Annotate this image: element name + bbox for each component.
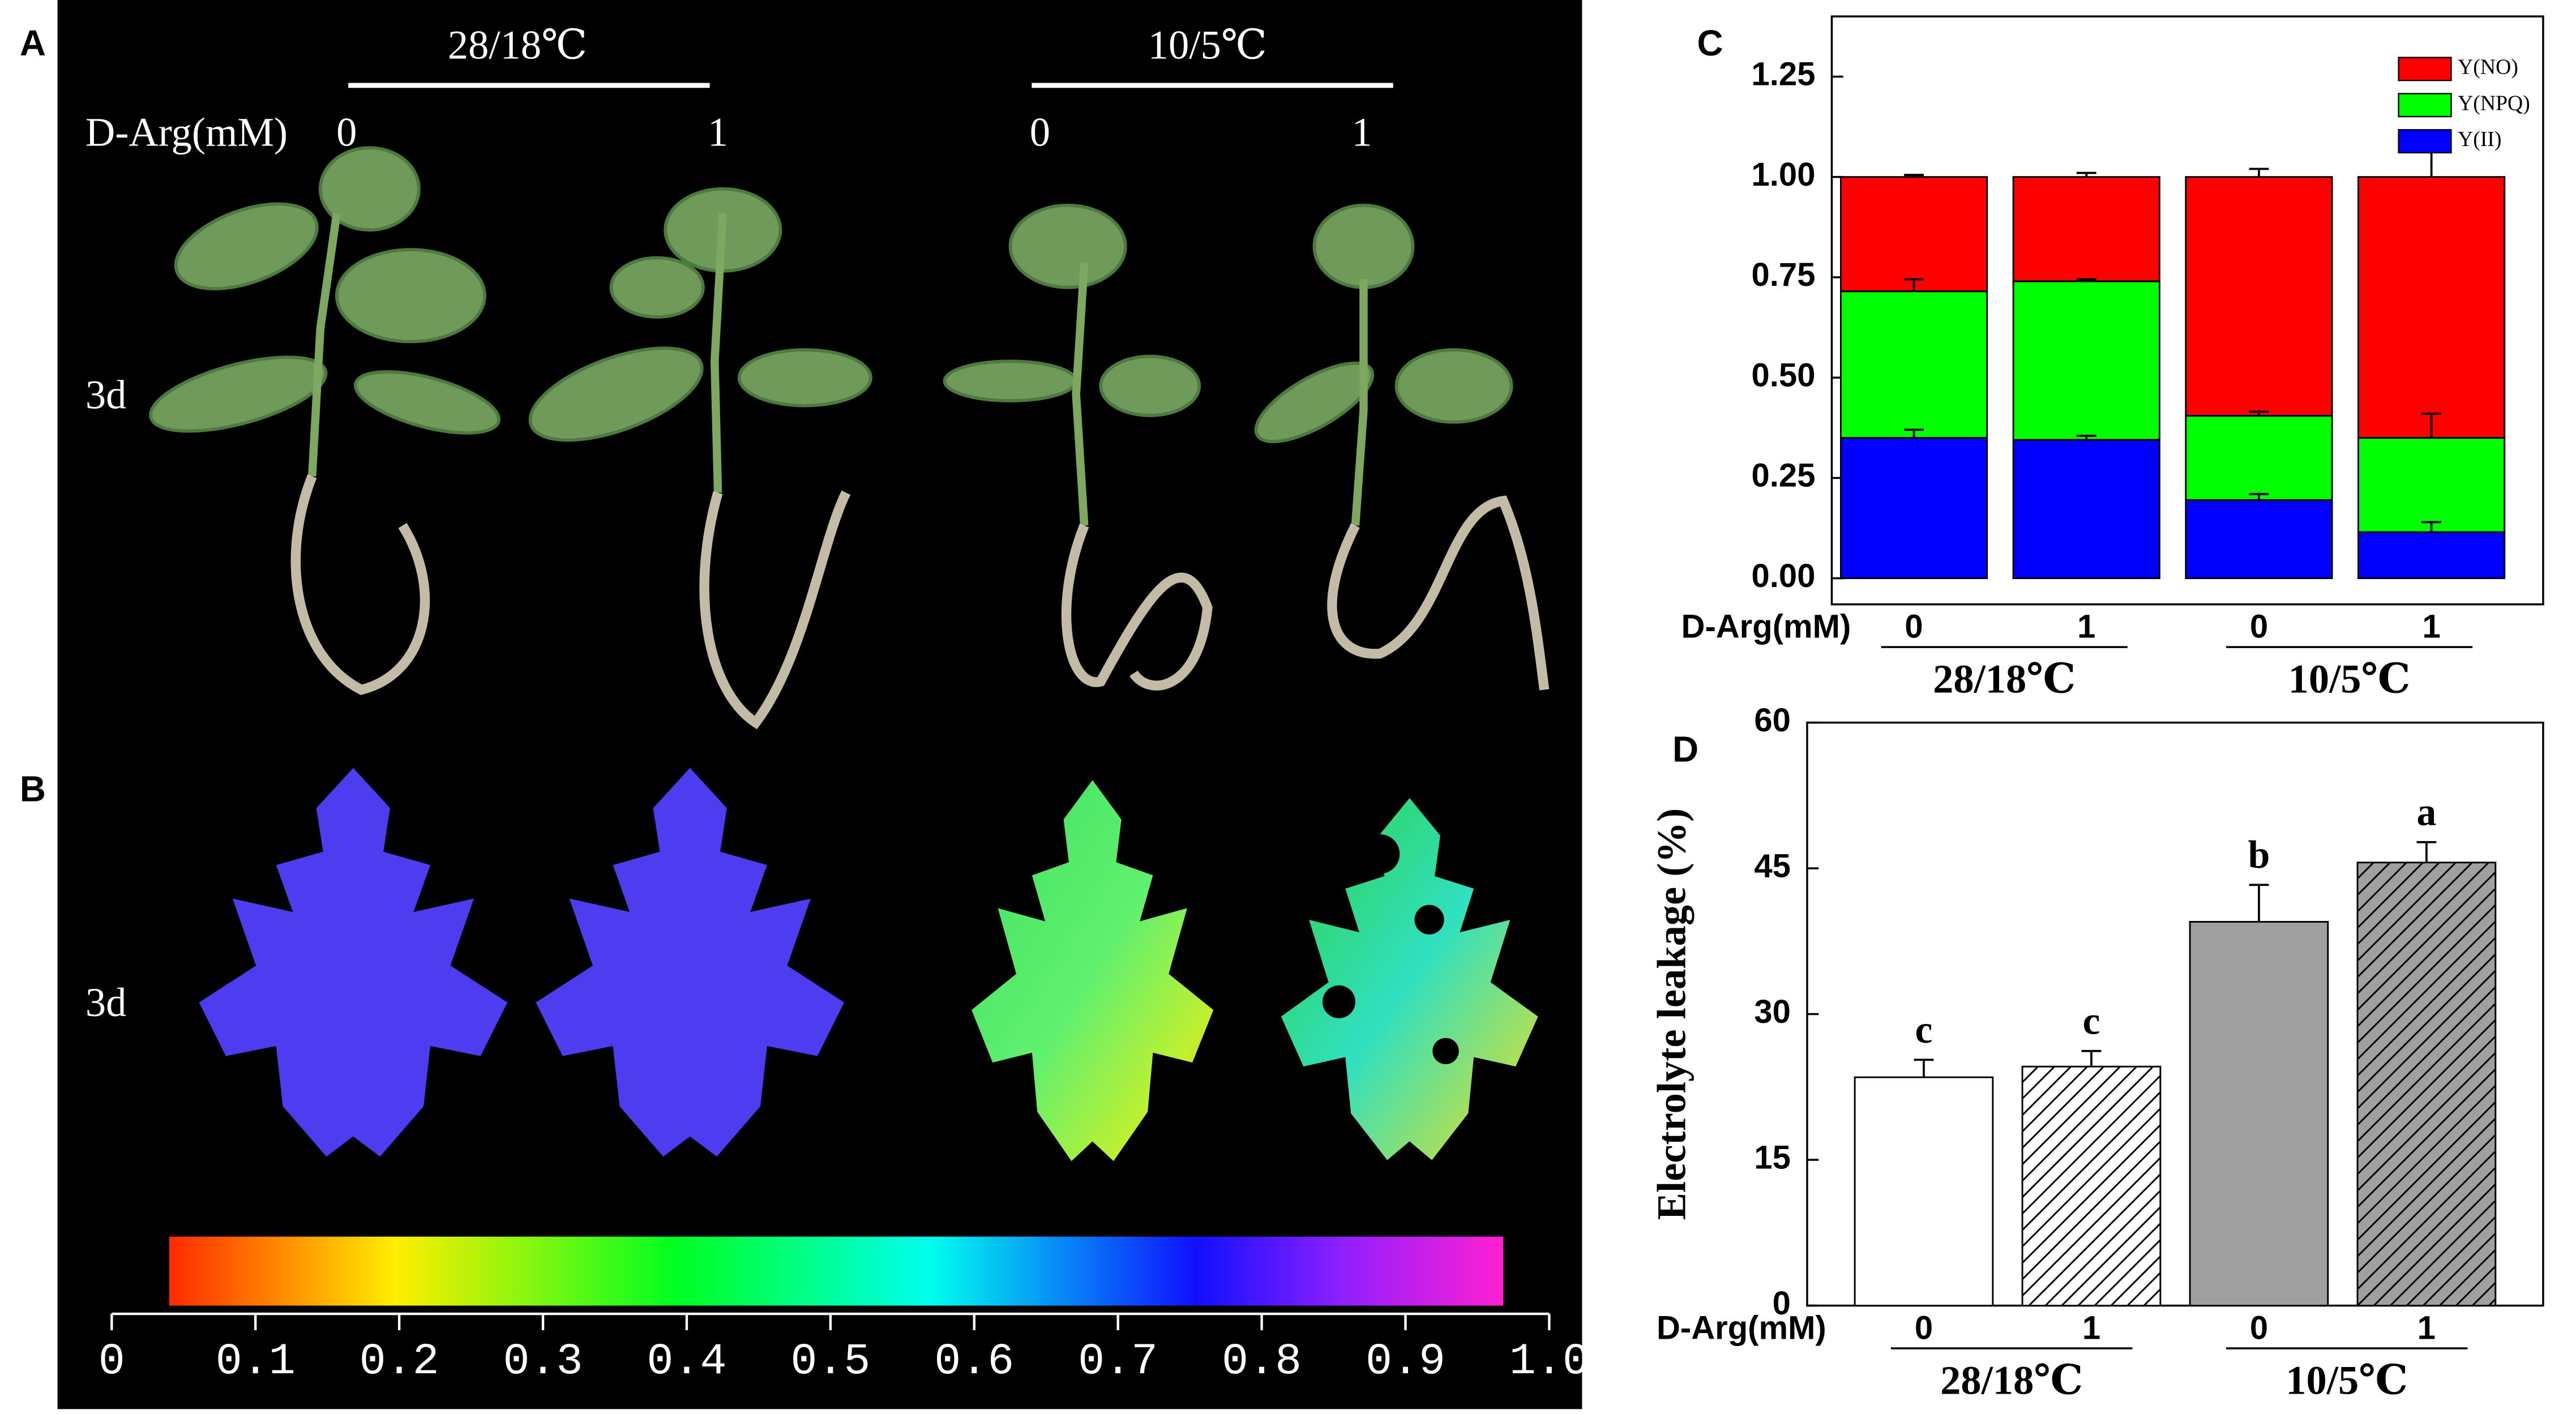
bar-segment xyxy=(1840,176,1988,293)
dose-label: 1 xyxy=(1351,109,1372,155)
significance-letter: c xyxy=(2083,999,2100,1043)
colorbar-tick-label: 0.2 xyxy=(360,1336,439,1387)
panel-label: C xyxy=(1697,23,1723,63)
colorbar-tick-label: 0.9 xyxy=(1366,1336,1445,1387)
bar xyxy=(2021,1065,2162,1306)
colorbar-tick-label: 0.6 xyxy=(934,1336,1014,1387)
bar-segment xyxy=(2185,176,2333,417)
treatment-label: D-Arg(mM) xyxy=(85,109,288,155)
colorbar-tick-label: 0.5 xyxy=(790,1336,870,1387)
y-tick-label: 0.50 xyxy=(1752,357,1816,393)
group-label: 28/18℃ xyxy=(1933,656,2076,702)
bar-segment xyxy=(2357,176,2506,439)
colorbar-tick-label: 0.4 xyxy=(647,1336,726,1387)
panel-label: D xyxy=(1672,729,1698,770)
significance-letter: b xyxy=(2248,833,2270,877)
fluorescence-leaves xyxy=(199,768,1538,1162)
bar-segment xyxy=(1840,290,1988,439)
y-tick-label: 1.00 xyxy=(1752,156,1816,193)
x-tick-label: 1 xyxy=(2423,609,2441,645)
bar-segment xyxy=(2185,414,2333,501)
bar xyxy=(2356,862,2497,1306)
y-tick-label: 1.25 xyxy=(1752,56,1816,93)
bar-segment xyxy=(2357,436,2506,533)
legend-label: Y(NO) xyxy=(2458,55,2518,79)
x-tick-label: 0 xyxy=(2250,1309,2268,1346)
legend-swatch xyxy=(2398,129,2452,153)
y-tick-label: 30 xyxy=(1754,993,1791,1030)
colorbar-tick-label: 0 xyxy=(99,1336,125,1387)
group-label: 10/5℃ xyxy=(2288,656,2411,702)
x-axis-title: D-Arg(mM) xyxy=(1657,1309,1826,1346)
y-tick-label: 0.75 xyxy=(1752,256,1816,293)
significance-letter: a xyxy=(2417,790,2437,834)
y-tick-label: 0.00 xyxy=(1752,558,1816,594)
colorbar-tick-label: 1.0 xyxy=(1509,1336,1589,1387)
panel-label: B xyxy=(20,768,46,809)
time-label: 3d xyxy=(85,979,127,1025)
legend-swatch xyxy=(2398,93,2452,118)
bar xyxy=(1854,1076,1994,1306)
plant-photos xyxy=(149,146,1550,730)
bar-segment xyxy=(2012,176,2160,282)
dose-label: 0 xyxy=(1030,109,1050,155)
legend-swatch xyxy=(2398,57,2452,82)
group-label: 28/18℃ xyxy=(1940,1357,2083,1403)
legend-label: Y(NPQ) xyxy=(2458,91,2530,115)
group-label: 10/5℃ xyxy=(2286,1357,2408,1403)
x-tick-label: 1 xyxy=(2082,1309,2100,1346)
y-tick-label: 60 xyxy=(1754,702,1791,739)
y-tick-label: 45 xyxy=(1754,847,1791,884)
y-tick-label: 0 xyxy=(1773,1285,1791,1322)
x-tick-label: 0 xyxy=(1915,1309,1933,1346)
time-label: 3d xyxy=(85,372,127,418)
legend-label: Y(II) xyxy=(2458,127,2501,151)
colorbar xyxy=(169,1236,1504,1306)
colorbar-tick-label: 0.3 xyxy=(503,1336,583,1387)
colorbar-tick-label: 0.8 xyxy=(1222,1336,1302,1387)
y-tick-label: 0.25 xyxy=(1752,457,1816,494)
x-tick-label: 1 xyxy=(2417,1309,2436,1346)
dose-label: 0 xyxy=(336,109,357,155)
bar-segment xyxy=(2012,439,2160,580)
temperature-label: 28/18℃ xyxy=(448,22,587,68)
x-axis-title: D-Arg(mM) xyxy=(1681,609,1851,645)
temperature-label: 10/5℃ xyxy=(1148,22,1267,68)
dose-label: 1 xyxy=(708,109,728,155)
bar xyxy=(2189,921,2329,1306)
y-tick-label: 15 xyxy=(1754,1139,1791,1176)
colorbar-tick-label: 0.7 xyxy=(1078,1336,1158,1387)
significance-letter: c xyxy=(1915,1008,1933,1052)
x-tick-label: 0 xyxy=(2250,609,2268,645)
panel-label: A xyxy=(20,23,46,63)
colorbar-tick-label: 0.1 xyxy=(216,1336,296,1387)
bar-segment xyxy=(2185,499,2333,580)
x-tick-label: 0 xyxy=(1905,609,1923,645)
bar-segment xyxy=(2357,531,2506,580)
y-axis-title: Electrolyte leakage (%) xyxy=(1648,808,1694,1220)
x-tick-label: 1 xyxy=(2077,609,2095,645)
bar-segment xyxy=(1840,436,1988,580)
bar-segment xyxy=(2012,280,2160,441)
